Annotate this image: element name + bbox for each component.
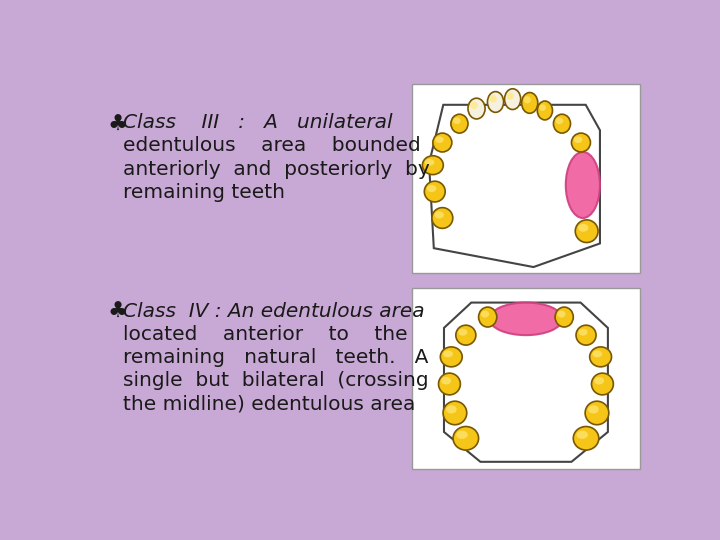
Ellipse shape [566,152,600,218]
FancyBboxPatch shape [412,288,640,469]
Text: ♣: ♣ [107,302,127,322]
Ellipse shape [585,401,609,425]
Ellipse shape [593,350,602,357]
Text: anteriorly  and  posteriorly  by: anteriorly and posteriorly by [122,159,429,179]
Ellipse shape [579,329,588,336]
Ellipse shape [554,114,570,133]
Ellipse shape [441,347,462,367]
Ellipse shape [578,224,588,232]
Text: remaining teeth: remaining teeth [122,183,284,201]
Text: located    anterior    to    the: located anterior to the [122,325,408,344]
Ellipse shape [481,310,489,318]
Ellipse shape [479,307,497,327]
Ellipse shape [438,373,460,395]
Ellipse shape [521,92,538,113]
Ellipse shape [577,430,588,439]
Ellipse shape [572,133,590,152]
Ellipse shape [592,373,613,395]
Text: remaining   natural   teeth.   A: remaining natural teeth. A [122,348,428,367]
Ellipse shape [588,406,599,414]
Ellipse shape [490,95,497,103]
Ellipse shape [433,133,452,152]
Ellipse shape [573,427,599,450]
Text: ♣: ♣ [107,115,127,135]
Ellipse shape [435,137,444,143]
Ellipse shape [453,427,479,450]
Ellipse shape [575,220,598,242]
Ellipse shape [556,118,563,124]
Ellipse shape [453,118,461,124]
Ellipse shape [490,302,562,335]
Text: the midline) edentulous area: the midline) edentulous area [122,394,415,413]
Text: edentulous    area    bounded: edentulous area bounded [122,137,420,156]
Ellipse shape [468,98,485,119]
Ellipse shape [441,377,451,384]
Text: Class  IV : An edentulous area: Class IV : An edentulous area [122,302,424,321]
Ellipse shape [537,101,552,120]
Ellipse shape [432,207,453,228]
Text: single  but  bilateral  (crossing: single but bilateral (crossing [122,372,428,390]
Ellipse shape [470,102,478,109]
Ellipse shape [443,350,453,357]
Ellipse shape [427,185,436,192]
Ellipse shape [555,307,573,327]
Ellipse shape [594,377,604,384]
Ellipse shape [446,406,456,414]
Ellipse shape [423,156,444,174]
Ellipse shape [576,325,596,345]
Ellipse shape [451,114,468,133]
Ellipse shape [505,89,521,110]
Ellipse shape [557,310,565,318]
Ellipse shape [443,401,467,425]
Ellipse shape [487,92,503,112]
Ellipse shape [507,92,514,100]
Ellipse shape [456,325,476,345]
Ellipse shape [590,347,611,367]
Ellipse shape [574,137,582,143]
Ellipse shape [459,329,467,336]
Ellipse shape [539,104,546,111]
FancyBboxPatch shape [412,84,640,273]
Ellipse shape [435,211,444,219]
Ellipse shape [456,430,468,439]
Ellipse shape [523,96,531,104]
Ellipse shape [424,181,445,202]
Ellipse shape [425,159,434,166]
Text: Class    III   :   A   unilateral: Class III : A unilateral [122,113,392,132]
